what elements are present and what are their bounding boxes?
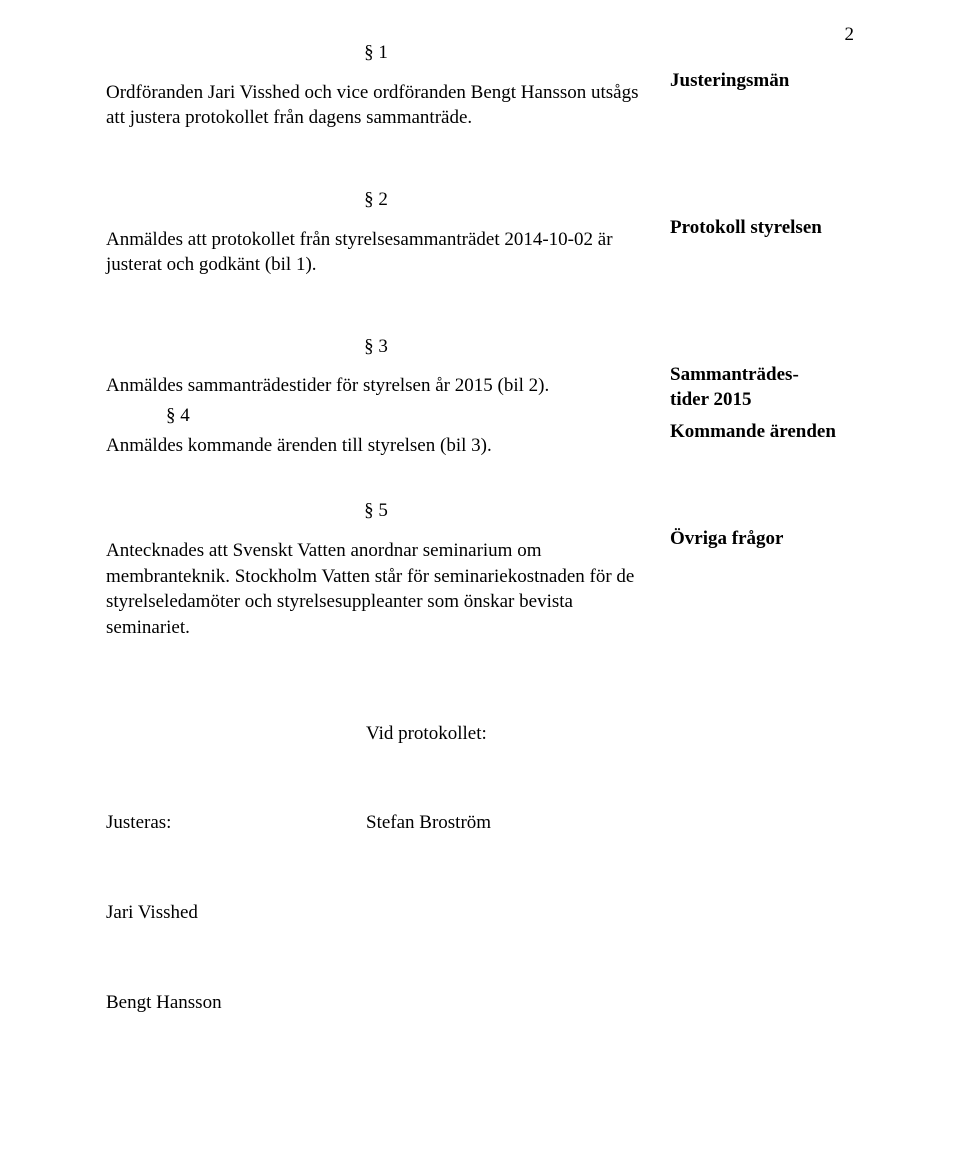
section-3-4: § 3 Anmäldes sammanträdestider för styre… bbox=[106, 334, 854, 459]
section-4-label: § 4 bbox=[166, 403, 646, 429]
section-5-text: Antecknades att Svenskt Vatten anordnar … bbox=[106, 538, 646, 641]
justeras-row: Justeras: Stefan Broström bbox=[106, 810, 854, 836]
section-1-body: § 1 Ordföranden Jari Visshed och vice or… bbox=[106, 40, 646, 131]
signer-1: Stefan Broström bbox=[366, 810, 491, 836]
margin-note-3: Sammanträdes- tider 2015 bbox=[670, 362, 854, 413]
page-number: 2 bbox=[845, 22, 855, 48]
section-3-text: Anmäldes sammanträdestider för styrelsen… bbox=[106, 373, 646, 399]
signer-2: Jari Visshed bbox=[106, 900, 854, 926]
margin-note-1: Justeringsmän bbox=[670, 68, 854, 94]
section-1-label: § 1 bbox=[106, 40, 646, 66]
section-1-margin: Justeringsmän bbox=[646, 40, 854, 131]
section-3-4-body: § 3 Anmäldes sammanträdestider för styre… bbox=[106, 334, 646, 459]
section-2-label: § 2 bbox=[106, 187, 646, 213]
section-3-label: § 3 bbox=[106, 334, 646, 360]
section-5-body: § 5 Antecknades att Svenskt Vatten anord… bbox=[106, 498, 646, 640]
signer-3: Bengt Hansson bbox=[106, 990, 854, 1016]
justeras-label: Justeras: bbox=[106, 810, 366, 836]
section-2-body: § 2 Anmäldes att protokollet från styrel… bbox=[106, 187, 646, 278]
vid-protokollet: Vid protokollet: bbox=[106, 721, 854, 747]
section-2-text: Anmäldes att protokollet från styrelsesa… bbox=[106, 227, 646, 278]
section-3-4-margin: Sammanträdes- tider 2015 Kommande ärende… bbox=[646, 334, 854, 459]
section-5-label: § 5 bbox=[106, 498, 646, 524]
margin-note-2: Protokoll styrelsen bbox=[670, 215, 854, 241]
section-2-margin: Protokoll styrelsen bbox=[646, 187, 854, 278]
section-4-text: Anmäldes kommande ärenden till styrelsen… bbox=[106, 433, 646, 459]
section-1: § 1 Ordföranden Jari Visshed och vice or… bbox=[106, 40, 854, 131]
margin-note-5: Övriga frågor bbox=[670, 526, 854, 552]
section-2: § 2 Anmäldes att protokollet från styrel… bbox=[106, 187, 854, 278]
section-5: § 5 Antecknades att Svenskt Vatten anord… bbox=[106, 498, 854, 640]
page: 2 § 1 Ordföranden Jari Visshed och vice … bbox=[0, 0, 960, 1165]
section-1-text: Ordföranden Jari Visshed och vice ordför… bbox=[106, 80, 646, 131]
section-5-margin: Övriga frågor bbox=[646, 498, 854, 640]
margin-note-4: Kommande ärenden bbox=[670, 419, 854, 445]
footer-block: Vid protokollet: Justeras: Stefan Brostr… bbox=[106, 721, 854, 1016]
